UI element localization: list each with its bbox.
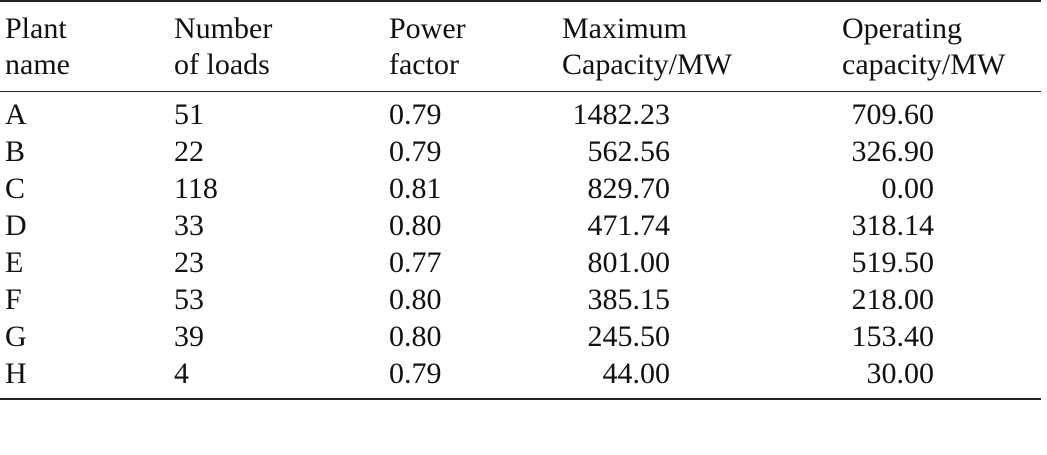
cell-maximum-capacity: 829.70 bbox=[562, 170, 842, 207]
table-row: G 39 0.80 245.50 153.40 bbox=[0, 318, 1041, 355]
header-maximum-capacity: Maximum Capacity/MW bbox=[562, 12, 732, 81]
cell-number-of-loads: 51 bbox=[174, 97, 204, 131]
cell-operating-capacity: 326.90 bbox=[842, 133, 1041, 170]
cell-operating-capacity: 709.60 bbox=[842, 92, 1041, 134]
value-operating-capacity: 0.00 bbox=[881, 171, 935, 205]
cell-plant-name: C bbox=[5, 171, 26, 205]
cell-power-factor: 0.80 bbox=[389, 282, 442, 316]
value-operating-capacity: 326.90 bbox=[851, 134, 935, 168]
cell-number-of-loads: 4 bbox=[174, 356, 189, 390]
cell-power-factor: 0.79 bbox=[389, 356, 442, 390]
value-operating-capacity: 30.00 bbox=[866, 356, 935, 390]
table-row: E 23 0.77 801.00 519.50 bbox=[0, 244, 1041, 281]
header-operating-capacity: Operating capacity/MW bbox=[842, 12, 1006, 81]
table-row: B 22 0.79 562.56 326.90 bbox=[0, 133, 1041, 170]
cell-number-of-loads: 23 bbox=[174, 245, 204, 279]
cell-operating-capacity: 153.40 bbox=[842, 318, 1041, 355]
cell-number-of-loads: 33 bbox=[174, 208, 204, 242]
header-plant-name: Plant name bbox=[5, 12, 70, 81]
value-maximum-capacity: 471.74 bbox=[587, 208, 671, 242]
value-maximum-capacity: 562.56 bbox=[587, 134, 671, 168]
table-row: A 51 0.79 1482.23 709.60 bbox=[0, 92, 1041, 134]
table-row: H 4 0.79 44.00 30.00 bbox=[0, 355, 1041, 399]
cell-number-of-loads: 118 bbox=[174, 171, 218, 205]
value-maximum-capacity: 829.70 bbox=[587, 171, 671, 205]
value-operating-capacity: 153.40 bbox=[851, 319, 935, 353]
cell-number-of-loads: 39 bbox=[174, 319, 204, 353]
cell-power-factor: 0.80 bbox=[389, 319, 442, 353]
value-maximum-capacity: 801.00 bbox=[587, 245, 671, 279]
data-table-container: Plant name Number of loads Power factor … bbox=[0, 1, 1041, 399]
cell-operating-capacity: 0.00 bbox=[842, 170, 1041, 207]
value-operating-capacity: 519.50 bbox=[851, 245, 935, 279]
cell-plant-name: E bbox=[5, 245, 24, 279]
header-row: Plant name Number of loads Power factor … bbox=[0, 1, 1041, 92]
value-maximum-capacity: 245.50 bbox=[587, 319, 671, 353]
value-operating-capacity: 218.00 bbox=[851, 282, 935, 316]
value-operating-capacity: 318.14 bbox=[851, 208, 935, 242]
cell-plant-name: G bbox=[5, 319, 27, 353]
value-maximum-capacity: 1482.23 bbox=[572, 97, 671, 131]
cell-operating-capacity: 218.00 bbox=[842, 281, 1041, 318]
cell-plant-name: F bbox=[5, 282, 22, 316]
cell-power-factor: 0.77 bbox=[389, 245, 442, 279]
cell-power-factor: 0.79 bbox=[389, 134, 442, 168]
cell-maximum-capacity: 385.15 bbox=[562, 281, 842, 318]
cell-plant-name: D bbox=[5, 208, 27, 242]
table-row: F 53 0.80 385.15 218.00 bbox=[0, 281, 1041, 318]
cell-maximum-capacity: 562.56 bbox=[562, 133, 842, 170]
cell-plant-name: H bbox=[5, 356, 27, 390]
value-operating-capacity: 709.60 bbox=[851, 97, 935, 131]
cell-operating-capacity: 318.14 bbox=[842, 207, 1041, 244]
cell-maximum-capacity: 801.00 bbox=[562, 244, 842, 281]
cell-maximum-capacity: 245.50 bbox=[562, 318, 842, 355]
cell-maximum-capacity: 44.00 bbox=[562, 355, 842, 399]
cell-plant-name: B bbox=[5, 134, 26, 168]
cell-power-factor: 0.81 bbox=[389, 171, 442, 205]
header-power-factor: Power factor bbox=[389, 12, 466, 81]
table-row: C 118 0.81 829.70 0.00 bbox=[0, 170, 1041, 207]
cell-power-factor: 0.80 bbox=[389, 208, 442, 242]
cell-number-of-loads: 53 bbox=[174, 282, 204, 316]
cell-power-factor: 0.79 bbox=[389, 97, 442, 131]
plant-capacity-table: Plant name Number of loads Power factor … bbox=[0, 1, 1041, 399]
cell-plant-name: A bbox=[5, 97, 27, 131]
cell-maximum-capacity: 1482.23 bbox=[562, 92, 842, 134]
value-maximum-capacity: 385.15 bbox=[587, 282, 671, 316]
cell-operating-capacity: 30.00 bbox=[842, 355, 1041, 399]
table-body: A 51 0.79 1482.23 709.60 B 22 0.79 562.5… bbox=[0, 92, 1041, 399]
table-header: Plant name Number of loads Power factor … bbox=[0, 1, 1041, 92]
header-number-of-loads: Number of loads bbox=[174, 12, 273, 81]
cell-number-of-loads: 22 bbox=[174, 134, 204, 168]
cell-maximum-capacity: 471.74 bbox=[562, 207, 842, 244]
table-row: D 33 0.80 471.74 318.14 bbox=[0, 207, 1041, 244]
value-maximum-capacity: 44.00 bbox=[602, 356, 671, 390]
cell-operating-capacity: 519.50 bbox=[842, 244, 1041, 281]
